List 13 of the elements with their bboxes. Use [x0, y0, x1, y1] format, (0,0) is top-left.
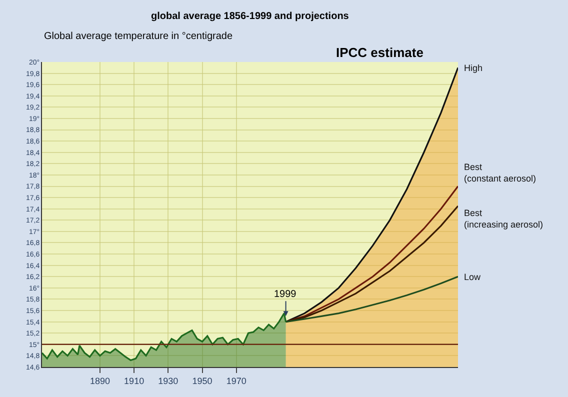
- x-tick-label: 1890: [90, 376, 110, 386]
- annotation: 1999: [274, 289, 297, 300]
- x-tick-label: 1930: [158, 376, 178, 386]
- series-label: High: [464, 63, 483, 73]
- chart-subtitle: global average 1856-1999 and projections: [151, 11, 350, 22]
- series-label: Best (increasing aerosol): [464, 208, 544, 230]
- x-tick-label: 1910: [124, 376, 144, 386]
- x-tick-label: 1950: [192, 376, 212, 386]
- text: IPCC estimate: [336, 45, 424, 60]
- series-label: Low: [464, 272, 482, 282]
- y-axis-title: Global average temperature in °centigrade: [44, 31, 233, 42]
- series-label: Best (constant aerosol): [464, 162, 536, 184]
- x-tick-label: 1970: [226, 376, 246, 386]
